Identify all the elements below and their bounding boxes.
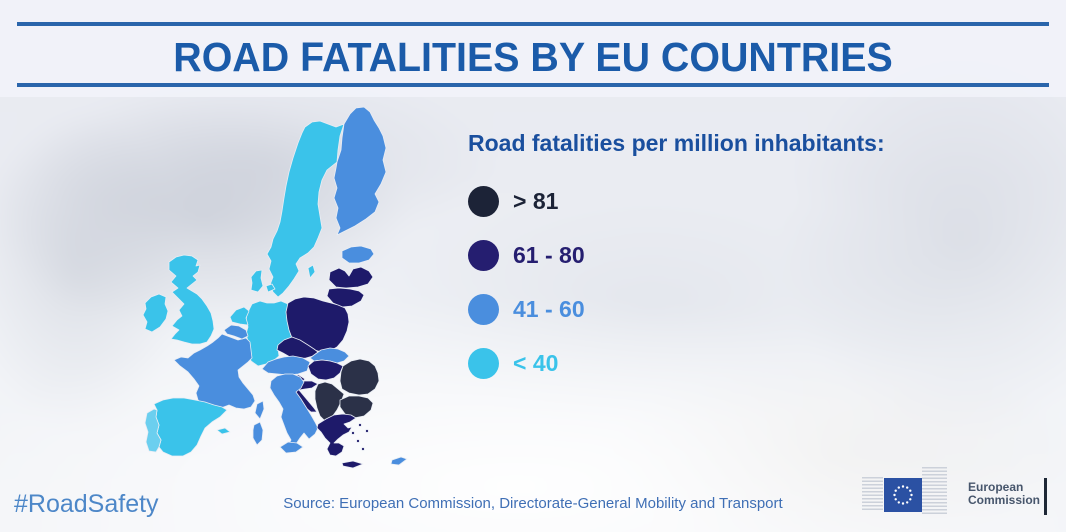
map-country-france <box>173 333 256 410</box>
eu-flag-icon <box>884 478 922 512</box>
title-rule-bottom <box>17 83 1049 87</box>
european-commission-logo: European Commission <box>860 462 1055 520</box>
map-island-aegean3 <box>361 447 365 451</box>
map-island-cyprus <box>390 456 408 466</box>
map-island-aegean5 <box>358 423 362 427</box>
map-country-portugal <box>144 408 162 453</box>
map-region-west-balkan <box>314 381 345 424</box>
map-country-hungary <box>307 359 344 381</box>
ec-logo-stripes-left-icon <box>862 477 883 511</box>
map-country-uk <box>168 254 215 345</box>
legend: Road fatalities per million inhabitants:… <box>468 130 885 402</box>
map-country-finland <box>333 106 387 236</box>
map-island-zealand <box>265 283 276 293</box>
map-country-estonia <box>341 245 375 264</box>
legend-label-41-60: 41 - 60 <box>513 296 585 322</box>
legend-circle-61-80 <box>468 240 499 271</box>
ec-logo-stripes-right-icon <box>922 467 947 514</box>
map-country-austria <box>261 355 311 376</box>
legend-label-lt40: < 40 <box>513 350 559 376</box>
legend-item: < 40 <box>468 348 885 379</box>
legend-item: 41 - 60 <box>468 294 885 325</box>
map-country-sweden <box>266 120 345 298</box>
ec-logo-text: European Commission <box>968 481 1040 507</box>
map-island-balearics <box>216 427 231 435</box>
map-country-italy <box>269 373 319 453</box>
legend-item: > 81 <box>468 186 885 217</box>
legend-circle-gt81 <box>468 186 499 217</box>
map-country-lithuania <box>326 287 365 308</box>
hashtag: #RoadSafety <box>14 490 159 518</box>
map-island-aegean2 <box>356 439 360 443</box>
legend-circle-41-60 <box>468 294 499 325</box>
map-country-poland <box>285 296 350 353</box>
map-island-aegean4 <box>365 429 369 433</box>
map-island-sicily <box>279 441 304 454</box>
title-rule-top <box>17 22 1049 26</box>
map-country-romania <box>339 358 380 396</box>
map-country-denmark <box>250 269 264 293</box>
map-island-aegean1 <box>351 431 355 435</box>
title-banner: ROAD FATALITIES BY EU COUNTRIES <box>0 0 1066 97</box>
map-country-germany <box>245 300 293 367</box>
ec-logo-divider <box>1044 478 1047 515</box>
map-island-crete <box>341 460 364 469</box>
legend-item: 61 - 80 <box>468 240 885 271</box>
legend-label-61-80: 61 - 80 <box>513 242 585 268</box>
legend-label-gt81: > 81 <box>513 188 559 214</box>
page-title: ROAD FATALITIES BY EU COUNTRIES <box>173 34 893 80</box>
ec-logo-line1: European <box>968 480 1024 494</box>
map-country-greece <box>316 413 357 457</box>
map-country-latvia <box>328 266 374 289</box>
ec-logo-line2: Commission <box>968 493 1041 507</box>
map-country-ireland <box>142 293 169 333</box>
map-island-gotland <box>307 264 316 279</box>
map-country-bulgaria <box>339 395 374 419</box>
map-country-netherlands <box>229 306 250 326</box>
legend-heading: Road fatalities per million inhabitants: <box>468 130 885 156</box>
map-country-belgium <box>223 324 249 340</box>
map-island-sardinia <box>252 421 264 446</box>
map-island-corsica <box>254 400 265 420</box>
source-text: Source: European Commission, Directorate… <box>283 495 783 512</box>
map-country-spain <box>153 397 228 457</box>
legend-circle-lt40 <box>468 348 499 379</box>
